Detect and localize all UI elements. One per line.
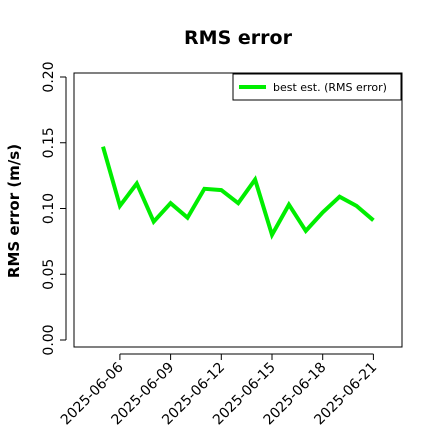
y-tick-label: 0.20 xyxy=(41,61,57,92)
plot-frame xyxy=(73,72,403,348)
x-axis: 2025-06-062025-06-092025-06-122025-06-15… xyxy=(58,353,380,428)
series-line-0 xyxy=(101,146,375,240)
y-axis: 0.00 0.05 0.10 0.15 0.20 xyxy=(41,61,67,356)
legend: best est. (RMS error) xyxy=(232,73,402,101)
series-layer xyxy=(101,146,375,240)
y-tick-label: 0.15 xyxy=(41,127,57,158)
y-tick-label: 0.10 xyxy=(41,193,57,224)
y-tick-label: 0.05 xyxy=(41,259,57,290)
legend-label: best est. (RMS error) xyxy=(273,81,387,94)
y-axis-title: RMS error (m/s) xyxy=(5,144,23,278)
y-tick-label: 0.00 xyxy=(41,324,57,355)
chart-title: RMS error xyxy=(184,27,293,49)
